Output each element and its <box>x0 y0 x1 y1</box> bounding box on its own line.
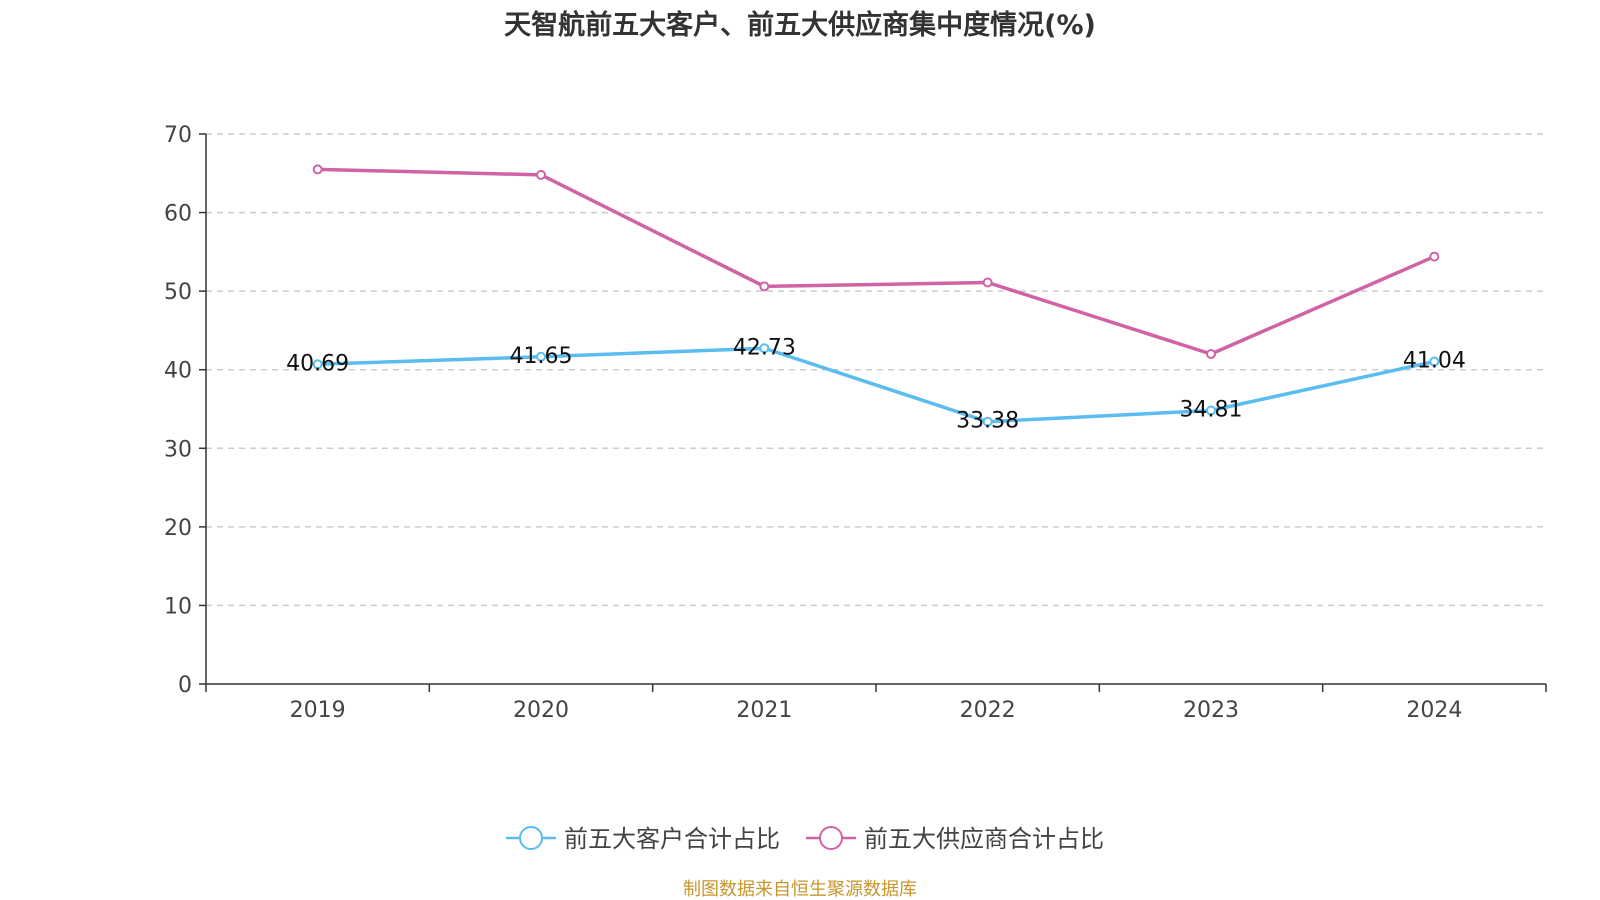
series-1-point <box>536 351 546 362</box>
series-2-point <box>1429 251 1440 262</box>
series-1-point <box>312 359 323 370</box>
y-tick-label: 60 <box>164 202 192 227</box>
data-label: 42.73 <box>733 335 796 360</box>
series-1-point <box>1206 405 1216 416</box>
y-tick-label: 0 <box>178 673 192 698</box>
y-tick-label: 70 <box>164 123 192 148</box>
x-tick-label: 2020 <box>513 698 569 723</box>
legend-marker-circle <box>519 826 543 850</box>
source-note: 制图数据来自恒生聚源数据库 <box>683 879 917 900</box>
data-label: 41.04 <box>1403 349 1466 374</box>
x-tick-label: 2022 <box>960 698 1016 723</box>
data-labels: 40.69 41.65 42.73 33.38 34.81 41.04 <box>286 335 1466 433</box>
x-tick-label: 2023 <box>1183 698 1239 723</box>
series-2-point <box>982 277 993 288</box>
legend-label: 前五大客户合计占比 <box>564 825 780 853</box>
series-line-2 <box>317 167 1436 356</box>
series-line-1 <box>317 346 1435 424</box>
series-2-point <box>1206 349 1216 359</box>
series-2-point <box>312 164 323 175</box>
data-label: 40.69 <box>286 351 349 376</box>
chart-title: 天智航前五大客户、前五大供应商集中度情况(%) <box>504 9 1096 41</box>
legend-marker-circle <box>819 826 843 850</box>
series-1-point <box>982 416 993 427</box>
data-label: 33.38 <box>956 409 1019 434</box>
x-tick-label: 2024 <box>1406 698 1462 723</box>
y-tick-label: 20 <box>164 516 192 541</box>
series-1-point <box>759 343 770 354</box>
y-tick-label: 50 <box>164 280 192 305</box>
axes: 0 10 20 30 40 50 60 70 2019 2020 2021 2022 2023 2024 <box>164 123 1547 723</box>
data-label: 41.65 <box>510 344 573 369</box>
legend: 前五大客户合计占比 前五大供应商合计占比 <box>506 825 1104 853</box>
y-tick-label: 40 <box>164 359 192 384</box>
series-layer <box>312 164 1440 427</box>
x-tick-label: 2021 <box>736 698 792 723</box>
x-tick-label: 2019 <box>290 698 346 723</box>
series-2-point <box>759 281 770 292</box>
y-tick-label: 10 <box>164 594 192 619</box>
legend-label: 前五大供应商合计占比 <box>864 825 1104 853</box>
series-1-point <box>1429 356 1440 367</box>
grid-lines <box>206 133 1546 607</box>
y-tick-label: 30 <box>164 437 192 462</box>
data-label: 34.81 <box>1180 397 1243 422</box>
series-2-point <box>536 169 546 180</box>
